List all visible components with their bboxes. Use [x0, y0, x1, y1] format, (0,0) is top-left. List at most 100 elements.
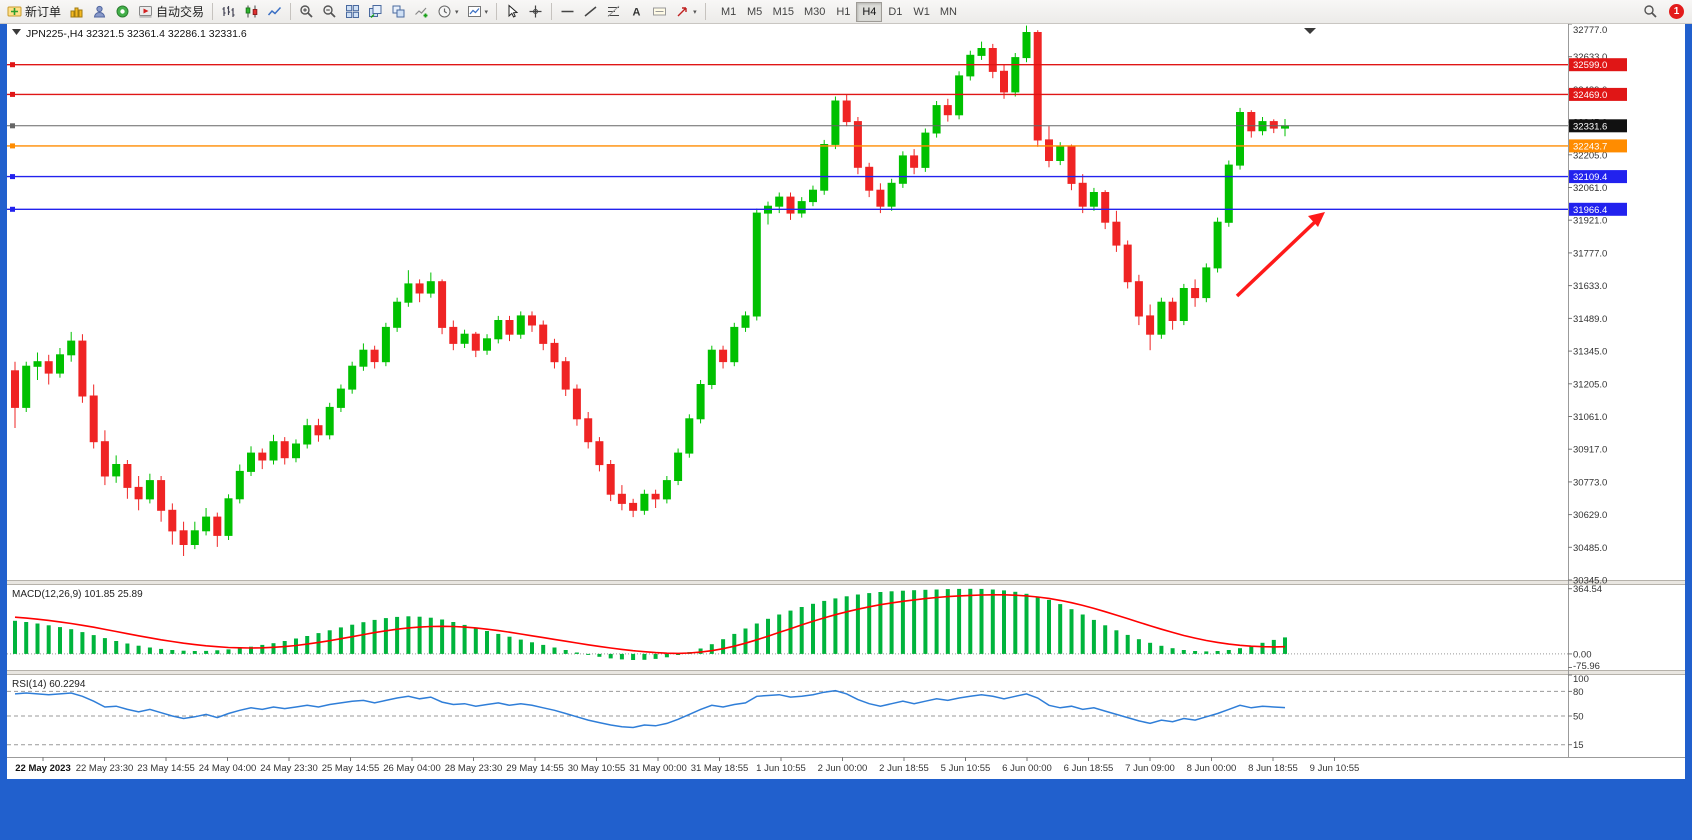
bar-chart-mode-button[interactable] — [217, 1, 240, 22]
toolbar-separator — [212, 3, 214, 20]
candle-body — [1191, 288, 1200, 299]
candle-body — [235, 470, 244, 500]
periods-button[interactable]: ▾ — [433, 1, 463, 22]
price-tick-label: 30485.0 — [1573, 543, 1607, 554]
candle-body — [67, 340, 76, 356]
timeframe-m5-button[interactable]: M5 — [742, 2, 768, 22]
time-tick-label: 28 May 23:30 — [445, 763, 503, 774]
candle-body — [842, 100, 851, 123]
price-tick-label: 32205.0 — [1573, 150, 1607, 161]
price-level-badge-label: 32331.6 — [1573, 121, 1607, 132]
price-level-badge-label: 31966.4 — [1573, 205, 1607, 216]
candle-body — [662, 480, 671, 500]
macd-tick-label: -75.96 — [1573, 661, 1600, 672]
cursor-tool-button[interactable] — [501, 1, 524, 22]
timeframe-m1-button[interactable]: M1 — [716, 2, 742, 22]
panel-separator[interactable] — [7, 580, 1685, 585]
candle-body — [539, 324, 548, 344]
candle-body — [471, 333, 480, 351]
templates-button[interactable]: ▾ — [463, 1, 493, 22]
trend-arrow-head[interactable] — [1308, 212, 1325, 227]
level-handle[interactable] — [10, 123, 15, 129]
timeframe-m15-button[interactable]: M15 — [768, 2, 799, 22]
timeframe-d1-button[interactable]: D1 — [882, 2, 908, 22]
timeframe-h1-button[interactable]: H1 — [830, 2, 856, 22]
crosshair-tool-button[interactable] — [524, 1, 547, 22]
level-handle[interactable] — [10, 206, 15, 212]
one-click-toggle-icon[interactable] — [12, 29, 21, 35]
zoom-in-button[interactable] — [295, 1, 318, 22]
search-button[interactable] — [1639, 1, 1662, 22]
candle-body — [1157, 301, 1166, 335]
window-frame: 32777.032633.032489.032345.032205.032061… — [0, 24, 1692, 840]
candle-body — [719, 349, 728, 363]
chart-shift-marker-icon[interactable] — [1304, 28, 1316, 34]
level-handle[interactable] — [10, 62, 15, 68]
candle-body — [258, 452, 267, 461]
candle-body — [359, 349, 368, 367]
candle-body — [1011, 57, 1020, 93]
candle-body — [269, 441, 278, 461]
level-handle[interactable] — [10, 174, 15, 180]
time-tick-label: 2 Jun 00:00 — [818, 763, 868, 774]
time-axis[interactable]: 22 May 2023 22 May 23:30 23 May 14:55 24 Ma… — [15, 757, 1359, 774]
chevron-down-icon: ▾ — [484, 8, 489, 16]
macd-tick-label: 0.00 — [1573, 649, 1592, 660]
cascade-windows-button[interactable] — [387, 1, 410, 22]
hline-tool-button[interactable] — [556, 1, 579, 22]
level-handle[interactable] — [10, 91, 15, 97]
timeframe-w1-button[interactable]: W1 — [908, 2, 935, 22]
cascade-windows-icon — [392, 5, 405, 18]
candle-body — [674, 452, 683, 482]
profile-button[interactable] — [88, 1, 111, 22]
candle-body — [977, 48, 986, 56]
community-button[interactable] — [111, 1, 134, 22]
text-tool-button[interactable]: A — [625, 1, 648, 22]
candle-body — [640, 493, 649, 511]
add-indicator-button[interactable] — [410, 1, 433, 22]
candle-body — [955, 75, 964, 116]
candle-body — [550, 342, 559, 363]
time-tick-label: 22 May 2023 — [15, 763, 70, 774]
line-chart-mode-button[interactable] — [263, 1, 286, 22]
candle-body — [415, 283, 424, 294]
level-handle[interactable] — [10, 143, 15, 149]
shapes-tool-button[interactable]: ▾ — [671, 1, 701, 22]
candle-body — [584, 418, 593, 443]
timeframe-m30-button[interactable]: M30 — [799, 2, 830, 22]
trend-arrow[interactable] — [1235, 218, 1319, 298]
cursor-icon — [508, 4, 519, 18]
label-tool-button[interactable] — [648, 1, 671, 22]
price-level-badge-label: 32599.0 — [1573, 60, 1607, 71]
chart-canvas[interactable]: 32777.032633.032489.032345.032205.032061… — [7, 24, 1685, 779]
time-tick-label: 6 Jun 18:55 — [1064, 763, 1114, 774]
panel-separator[interactable] — [7, 670, 1685, 675]
timeframe-mn-button[interactable]: MN — [935, 2, 962, 22]
fibonacci-tool-button[interactable] — [602, 1, 625, 22]
time-tick-label: 1 Jun 10:55 — [756, 763, 806, 774]
timeframe-h4-button[interactable]: H4 — [856, 1, 883, 22]
candle-body — [809, 189, 817, 203]
rsi-tick-label: 15 — [1573, 740, 1584, 751]
fibonacci-icon — [607, 5, 620, 17]
tile-windows-button[interactable] — [341, 1, 364, 22]
chart-window: 32777.032633.032489.032345.032205.032061… — [7, 24, 1685, 779]
candle-body — [11, 370, 19, 408]
time-tick-label: 6 Jun 00:00 — [1002, 763, 1052, 774]
notification-badge[interactable]: 1 — [1669, 4, 1684, 19]
new-order-button[interactable]: 新订单 — [3, 1, 65, 22]
chevron-down-icon: ▾ — [693, 8, 697, 16]
price-axis[interactable]: 32777.032633.032489.032345.032205.032061… — [1568, 24, 1627, 751]
candle-body — [1045, 139, 1053, 162]
candle-body — [100, 441, 109, 477]
candle-body — [786, 196, 795, 214]
autotrading-button[interactable]: 自动交易 — [134, 1, 208, 22]
candle-body — [460, 333, 469, 344]
candle-body — [651, 493, 660, 500]
candlestick-mode-button[interactable] — [240, 1, 263, 22]
arrange-windows-button[interactable] — [364, 1, 387, 22]
trendline-tool-button[interactable] — [579, 1, 602, 22]
zoom-out-button[interactable] — [318, 1, 341, 22]
charts-button[interactable] — [65, 1, 88, 22]
candle-body — [595, 441, 604, 466]
